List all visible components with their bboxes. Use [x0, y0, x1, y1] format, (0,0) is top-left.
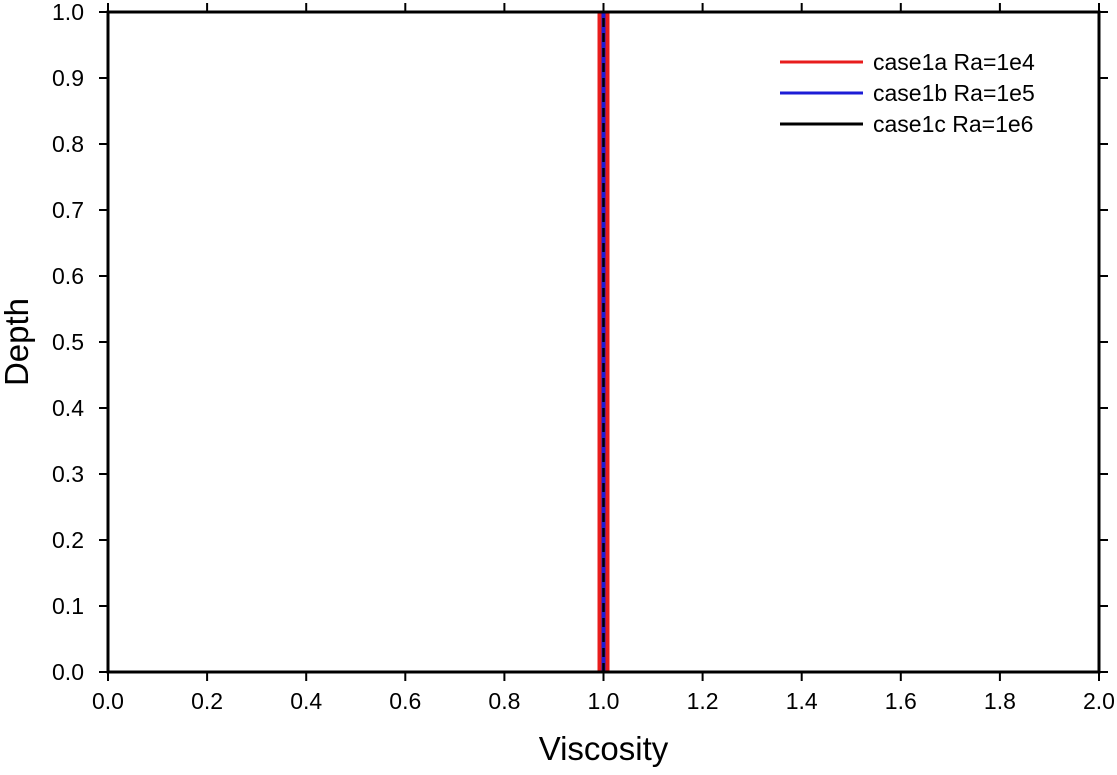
legend: case1a Ra=1e4 case1b Ra=1e5 case1c Ra=1e6	[780, 49, 1035, 137]
y-tick-label: 0.8	[52, 131, 84, 157]
x-tick-label: 1.4	[786, 688, 818, 714]
x-tick-label: 2.0	[1083, 688, 1115, 714]
y-tick-label: 0.5	[52, 329, 84, 355]
x-tick-label: 0.2	[191, 688, 223, 714]
x-tick-label: 0.4	[290, 688, 322, 714]
y-axis-title: Depth	[0, 298, 35, 386]
y-tick-label: 0.4	[52, 395, 84, 421]
legend-label-3: case1c Ra=1e6	[873, 111, 1033, 137]
x-tick-label: 0.8	[488, 688, 520, 714]
y-tick-label: 1.0	[52, 0, 84, 25]
legend-label-2: case1b Ra=1e5	[873, 80, 1035, 106]
ticks-layer: 0.0 0.2 0.4 0.6 0.8 1.0 1.2 1.4 1.6 1.8 2.0 0.0 0.1 0…	[52, 0, 1115, 714]
x-tick-label: 1.6	[885, 688, 917, 714]
x-tick-label: 1.8	[984, 688, 1016, 714]
viscosity-depth-chart: 0.0 0.2 0.4 0.6 0.8 1.0 1.2 1.4 1.6 1.8 2.0 0.0 0.1 0…	[0, 0, 1117, 770]
y-tick-label: 0.6	[52, 263, 84, 289]
y-tick-label: 0.9	[52, 65, 84, 91]
x-tick-label: 1.2	[687, 688, 719, 714]
chart-container: 0.0 0.2 0.4 0.6 0.8 1.0 1.2 1.4 1.6 1.8 2.0 0.0 0.1 0…	[0, 0, 1117, 770]
y-tick-label: 0.3	[52, 461, 84, 487]
x-tick-label: 0.0	[92, 688, 124, 714]
y-tick-label: 0.0	[52, 659, 84, 685]
x-axis-title: Viscosity	[539, 730, 669, 767]
x-tick-label: 1.0	[588, 688, 620, 714]
legend-label-1: case1a Ra=1e4	[873, 49, 1035, 75]
x-tick-label: 0.6	[389, 688, 421, 714]
y-tick-label: 0.2	[52, 527, 84, 553]
y-tick-label: 0.7	[52, 197, 84, 223]
y-tick-label: 0.1	[52, 593, 84, 619]
